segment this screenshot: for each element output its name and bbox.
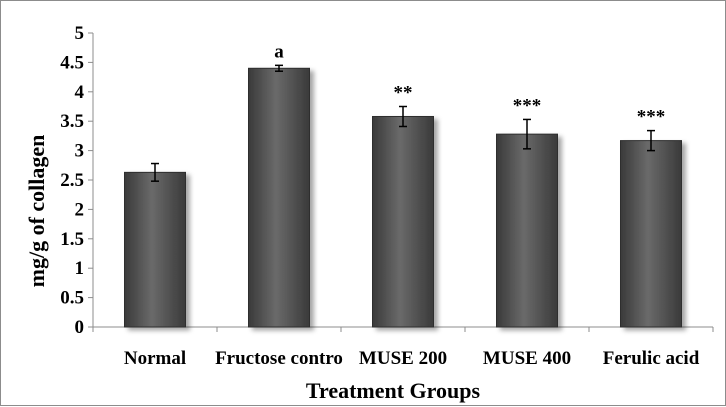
y-tick-label: 1.5	[60, 229, 84, 250]
significance-label: ***	[513, 95, 542, 116]
y-tick-label: 5	[75, 23, 85, 44]
y-tick-label: 4.5	[60, 52, 84, 73]
significance-label: a	[274, 41, 284, 62]
bar	[496, 133, 558, 328]
y-tick-label: 2.5	[60, 170, 84, 191]
bar	[372, 115, 434, 328]
category-label: MUSE 200	[359, 348, 447, 369]
y-axis-title: mg/g of collagen	[24, 135, 49, 288]
y-tick-label: 3.5	[60, 111, 84, 132]
bar	[248, 67, 310, 328]
significance-label: **	[394, 83, 413, 104]
category-label: MUSE 400	[483, 348, 571, 369]
category-label: Normal	[124, 348, 186, 369]
y-tick-label: 2	[75, 199, 85, 220]
y-tick-label: 4	[75, 82, 85, 103]
y-tick-label: 0.5	[60, 288, 84, 309]
y-tick-label: 1	[75, 258, 85, 279]
y-tick-label: 0	[75, 317, 85, 338]
bar	[124, 171, 186, 328]
bar	[620, 140, 682, 328]
x-axis-title: Treatment Groups	[306, 378, 481, 403]
significance-label: ***	[637, 107, 666, 128]
category-label: Ferulic acid	[603, 348, 700, 369]
category-label: Fructose contro	[215, 348, 343, 369]
y-tick-label: 3	[75, 141, 85, 162]
